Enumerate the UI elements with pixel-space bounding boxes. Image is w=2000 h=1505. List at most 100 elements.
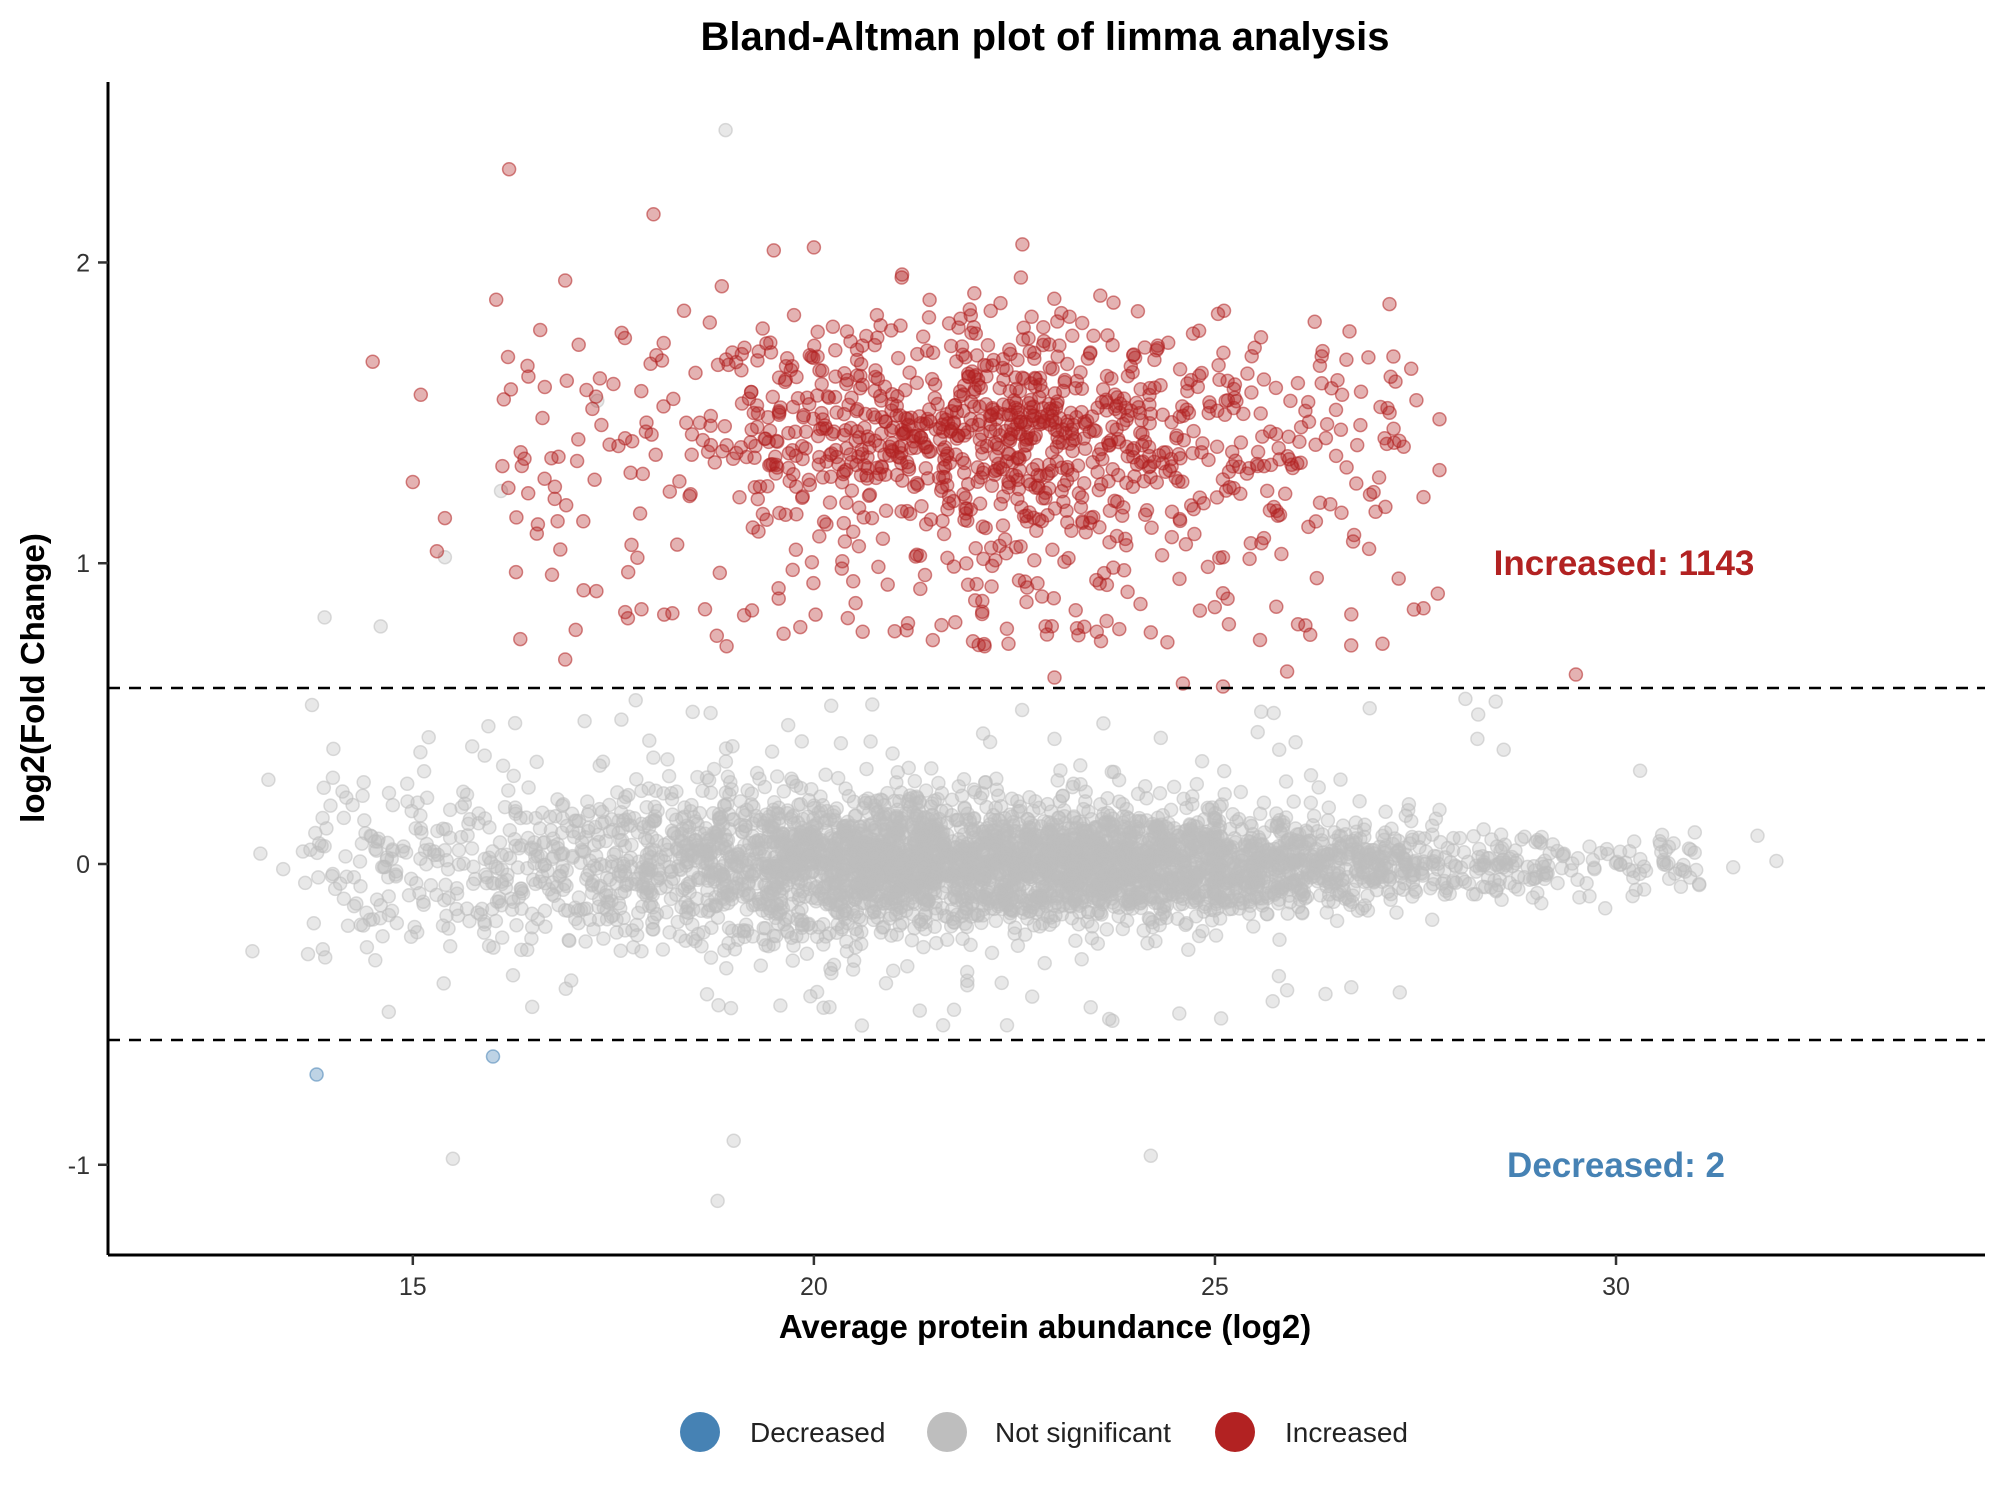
point-not-significant xyxy=(1194,753,1210,769)
point-increased xyxy=(656,335,671,351)
point-not-significant xyxy=(816,1000,831,1015)
point-not-significant xyxy=(1257,825,1272,840)
point-not-significant xyxy=(1068,933,1083,948)
point-increased xyxy=(1127,469,1142,484)
point-not-significant xyxy=(700,892,715,908)
point-not-significant xyxy=(1023,869,1038,884)
point-not-significant xyxy=(1143,1148,1159,1163)
point-not-significant xyxy=(752,771,767,787)
point-not-significant xyxy=(356,774,371,790)
point-not-significant xyxy=(1038,890,1054,906)
point-not-significant xyxy=(823,841,838,856)
point-not-significant xyxy=(1012,887,1028,902)
point-increased xyxy=(1319,416,1335,432)
point-not-significant xyxy=(1024,989,1040,1004)
point-not-significant xyxy=(1208,812,1224,828)
point-not-significant xyxy=(672,928,688,944)
point-not-significant xyxy=(1299,889,1315,904)
point-not-significant xyxy=(775,900,791,916)
point-not-significant xyxy=(409,924,425,940)
point-increased xyxy=(587,472,602,487)
point-not-significant xyxy=(1570,850,1586,866)
point-increased xyxy=(644,427,659,442)
point-not-significant xyxy=(485,844,500,859)
point-not-significant xyxy=(1225,806,1241,822)
point-increased xyxy=(1085,454,1100,470)
point-increased xyxy=(1250,444,1266,460)
point-not-significant xyxy=(1337,891,1353,907)
point-not-significant xyxy=(816,815,832,830)
point-not-significant xyxy=(1076,831,1092,846)
point-not-significant xyxy=(769,769,785,784)
point-not-significant xyxy=(554,846,570,861)
point-not-significant xyxy=(1582,889,1597,904)
point-not-significant xyxy=(1534,829,1549,845)
point-not-significant xyxy=(803,989,818,1004)
point-increased xyxy=(828,343,843,358)
point-not-significant xyxy=(311,870,326,885)
point-not-significant xyxy=(718,754,734,769)
point-not-significant xyxy=(419,790,435,806)
point-increased xyxy=(1185,446,1200,461)
point-not-significant xyxy=(1447,858,1463,873)
point-increased xyxy=(878,503,894,519)
point-increased xyxy=(822,495,838,510)
point-increased xyxy=(1209,439,1225,455)
point-increased xyxy=(943,338,959,354)
point-not-significant xyxy=(1084,811,1099,827)
point-not-significant xyxy=(1570,872,1585,888)
point-increased xyxy=(1361,350,1376,365)
point-increased xyxy=(1172,362,1188,377)
point-not-significant xyxy=(1014,850,1029,866)
point-not-significant xyxy=(381,870,396,885)
point-increased xyxy=(707,455,723,470)
point-not-significant xyxy=(799,946,815,961)
point-not-significant xyxy=(459,787,475,802)
point-not-significant xyxy=(551,897,566,913)
point-not-significant xyxy=(510,860,526,875)
point-increased xyxy=(1371,470,1387,485)
point-not-significant xyxy=(634,783,649,799)
point-not-significant xyxy=(306,915,322,931)
point-not-significant xyxy=(1213,1011,1229,1026)
point-not-significant xyxy=(647,842,662,858)
point-not-significant xyxy=(809,891,825,906)
point-increased xyxy=(993,496,1008,512)
point-increased xyxy=(1047,291,1062,307)
point-not-significant xyxy=(1666,836,1681,851)
point-increased xyxy=(1392,433,1407,449)
point-not-significant xyxy=(1039,877,1054,893)
point-not-significant xyxy=(840,814,855,830)
point-not-significant xyxy=(1266,705,1281,721)
point-not-significant xyxy=(864,898,879,914)
point-not-significant xyxy=(336,891,352,906)
point-not-significant xyxy=(461,816,476,832)
point-not-significant xyxy=(534,858,550,874)
point-not-significant xyxy=(1357,817,1373,832)
point-increased xyxy=(1430,586,1446,601)
point-increased xyxy=(589,583,604,599)
point-not-significant xyxy=(1140,936,1155,951)
point-not-significant xyxy=(914,858,930,873)
point-increased xyxy=(585,401,600,417)
point-not-significant xyxy=(514,942,529,958)
point-increased xyxy=(1361,541,1377,557)
point-not-significant xyxy=(1439,880,1454,896)
point-not-significant xyxy=(1233,784,1249,800)
point-not-significant xyxy=(1496,742,1511,757)
point-not-significant xyxy=(744,786,760,801)
point-not-significant xyxy=(669,784,684,799)
point-increased xyxy=(922,292,937,308)
point-not-significant xyxy=(724,782,739,797)
point-not-significant xyxy=(1101,1011,1117,1027)
point-not-significant xyxy=(946,1002,962,1018)
point-not-significant xyxy=(907,773,923,789)
point-increased xyxy=(1036,319,1051,335)
point-not-significant xyxy=(928,900,943,916)
point-increased xyxy=(1192,490,1208,505)
point-not-significant xyxy=(488,859,503,874)
point-not-significant xyxy=(655,942,671,957)
point-increased xyxy=(569,453,585,469)
point-not-significant xyxy=(717,943,732,958)
point-increased xyxy=(782,473,797,489)
